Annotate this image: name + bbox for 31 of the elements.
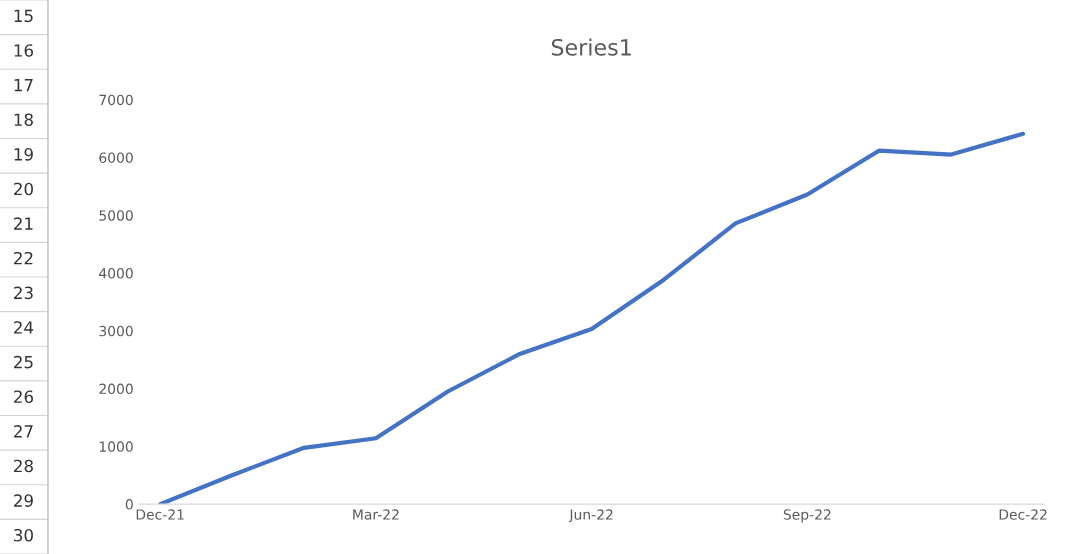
y-tick-label: 5000	[99, 210, 133, 221]
text: 24	[14, 321, 34, 334]
line-series	[158, 131, 1026, 505]
text: 21	[14, 217, 33, 230]
x-tick-label: Dec-22	[999, 509, 1047, 520]
x-tick-label: Sep-22	[783, 509, 831, 523]
x-tick-label: Dec-21	[136, 509, 184, 520]
y-tick-label: 4000	[99, 268, 133, 279]
text: 26	[14, 390, 34, 404]
text: 23	[14, 286, 33, 300]
text: 25	[14, 355, 33, 369]
text: 18	[14, 113, 33, 127]
y-tick-label: 0	[125, 499, 133, 510]
text: 29	[14, 494, 33, 507]
text: 22	[14, 251, 33, 265]
chart-title: Series1	[551, 38, 631, 56]
y-tick-label: 7000	[99, 94, 133, 106]
y-tick-label: 6000	[99, 152, 133, 163]
text: 30	[14, 528, 33, 542]
x-tick-label: Jun-22	[568, 509, 613, 523]
y-tick-label: 2000	[99, 383, 133, 395]
text: 28	[14, 459, 33, 473]
text: 27	[14, 425, 33, 438]
text: 17	[14, 79, 33, 92]
text: 20	[14, 182, 33, 196]
x-tick-label: Mar-22	[353, 509, 399, 520]
y-tick-label: 3000	[99, 325, 133, 337]
y-tick-label: 1000	[99, 441, 133, 452]
text: 19	[14, 148, 33, 161]
text: 16	[14, 44, 34, 57]
text: 15	[14, 9, 33, 23]
